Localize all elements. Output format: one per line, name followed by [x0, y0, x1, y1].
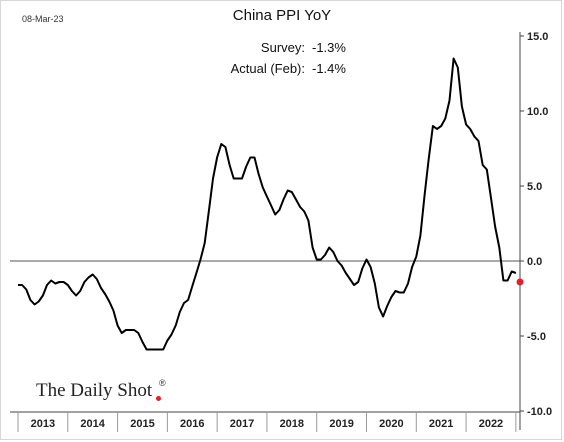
- y-tick-label: 10.0: [527, 106, 548, 118]
- chart-date: 08-Mar-23: [22, 14, 64, 24]
- x-tick-label: 2014: [80, 418, 105, 430]
- y-tick-label: 15.0: [527, 31, 548, 43]
- chart-title: China PPI YoY: [233, 7, 331, 24]
- x-tick-label: 2022: [479, 418, 503, 430]
- x-tick-label: 2019: [329, 418, 353, 430]
- x-tick-label: 2013: [31, 418, 55, 430]
- logo-registered-mark: ®: [159, 378, 166, 388]
- daily-shot-logo: The Daily Shot ®: [36, 378, 166, 401]
- actual-label: Actual (Feb):: [231, 61, 305, 76]
- survey-label: Survey:: [261, 40, 305, 55]
- x-tick-label: 2021: [429, 418, 453, 430]
- logo-red-dot: [156, 396, 161, 401]
- y-tick-label: 5.0: [527, 181, 542, 193]
- latest-point: [516, 278, 524, 286]
- y-tick-label: 0.0: [527, 256, 542, 268]
- x-tick-label: 2016: [180, 418, 204, 430]
- x-tick-label: 2017: [230, 418, 254, 430]
- x-tick-label: 2015: [130, 418, 154, 430]
- ppi-line: [18, 57, 517, 351]
- actual-value: -1.4%: [312, 61, 346, 76]
- x-tick-label: 2018: [280, 418, 304, 430]
- logo-text: The Daily Shot: [36, 380, 153, 401]
- y-tick-label: -5.0: [527, 331, 546, 343]
- y-tick-label: -10.0: [527, 406, 552, 418]
- x-tick-label: 2020: [379, 418, 403, 430]
- survey-value: -1.3%: [312, 40, 346, 55]
